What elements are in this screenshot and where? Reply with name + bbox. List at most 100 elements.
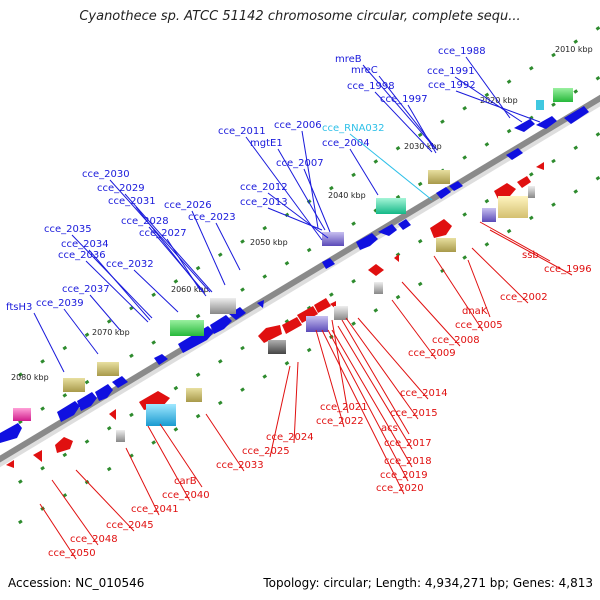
forward-gene-label[interactable]: mreB <box>335 54 362 65</box>
forward-gene-arrow[interactable] <box>112 376 128 388</box>
reverse-gene-label[interactable]: cce_2018 <box>384 456 432 467</box>
forward-gene-label[interactable]: cce_2013 <box>240 197 288 208</box>
forward-gene-label[interactable]: cce_2035 <box>44 224 92 235</box>
reverse-gene-box[interactable] <box>116 430 125 442</box>
forward-gene-arrow[interactable] <box>154 354 168 365</box>
forward-gene-label[interactable]: cce_2007 <box>276 158 324 169</box>
reverse-gene-label[interactable]: cce_2014 <box>400 388 448 399</box>
forward-gene-label[interactable]: cce_2032 <box>106 259 154 270</box>
reverse-gene-label[interactable]: cce_2024 <box>266 432 314 443</box>
forward-gene-label[interactable]: cce_2028 <box>121 216 169 227</box>
reverse-gene-label[interactable]: cce_2041 <box>131 504 179 515</box>
forward-gene-label[interactable]: cce_2023 <box>188 212 236 223</box>
forward-gene-label[interactable]: cce_1988 <box>438 46 486 57</box>
forward-gene-box[interactable] <box>376 198 406 214</box>
forward-gene-arrow[interactable] <box>564 106 589 124</box>
forward-gene-arrow[interactable] <box>506 148 523 160</box>
reverse-gene-box[interactable] <box>306 316 328 332</box>
reverse-gene-arrow[interactable] <box>517 176 531 188</box>
reverse-gene-label[interactable]: cce_2002 <box>500 292 548 303</box>
forward-gene-box[interactable] <box>13 408 31 421</box>
reverse-gene-box[interactable] <box>146 404 176 426</box>
reverse-gene-label[interactable]: cce_2033 <box>216 460 264 471</box>
reverse-gene-box[interactable] <box>374 282 383 294</box>
reverse-gene-arrow[interactable] <box>314 298 331 313</box>
reverse-gene-label[interactable]: cce_2040 <box>162 490 210 501</box>
forward-gene-box[interactable] <box>553 88 573 102</box>
forward-gene-label[interactable]: cce_2039 <box>36 298 84 309</box>
forward-gene-label[interactable]: cce_2037 <box>62 284 110 295</box>
reverse-gene-label[interactable]: cce_2022 <box>316 416 364 427</box>
reverse-gene-label[interactable]: cce_2008 <box>432 335 480 346</box>
forward-gene-box[interactable] <box>322 232 344 246</box>
reverse-gene-label[interactable]: cce_2005 <box>455 320 503 331</box>
reverse-gene-label[interactable]: dnaK <box>462 306 488 317</box>
reverse-gene-arrow[interactable] <box>394 254 399 262</box>
reverse-gene-label[interactable]: ssb <box>522 250 539 261</box>
reverse-gene-arrow[interactable] <box>536 162 544 170</box>
forward-gene-arrow[interactable] <box>77 392 97 411</box>
reverse-gene-arrow[interactable] <box>258 325 282 343</box>
reverse-gene-arrow[interactable] <box>494 183 516 199</box>
reverse-gene-label[interactable]: cce_2045 <box>106 520 154 531</box>
reverse-gene-arrow[interactable] <box>109 409 116 420</box>
forward-gene-label[interactable]: cce_2004 <box>322 138 370 149</box>
reverse-gene-label[interactable]: cce_2019 <box>380 470 428 481</box>
reverse-gene-box[interactable] <box>268 340 286 354</box>
reverse-gene-arrow[interactable] <box>33 450 42 462</box>
forward-gene-arrow[interactable] <box>210 315 232 334</box>
forward-gene-box[interactable] <box>63 378 85 392</box>
forward-gene-label[interactable]: cce_1991 <box>427 66 475 77</box>
forward-gene-label[interactable]: cce_2012 <box>240 182 288 193</box>
reverse-gene-label[interactable]: cce_2048 <box>70 534 118 545</box>
reverse-gene-label[interactable]: cce_2017 <box>384 438 432 449</box>
reverse-gene-label[interactable]: cce_2009 <box>408 348 456 359</box>
forward-gene-label[interactable]: cce_2026 <box>164 200 212 211</box>
forward-gene-box[interactable] <box>536 100 544 110</box>
reverse-gene-label[interactable]: cce_2050 <box>48 548 96 559</box>
reverse-gene-box[interactable] <box>436 238 456 252</box>
forward-gene-arrow[interactable] <box>57 401 80 422</box>
forward-gene-label[interactable]: cce_2027 <box>139 228 187 239</box>
forward-gene-arrow[interactable] <box>436 187 451 199</box>
reverse-gene-arrow[interactable] <box>297 306 318 323</box>
reverse-gene-label[interactable]: cce_2021 <box>320 402 368 413</box>
forward-gene-arrow[interactable] <box>514 119 535 132</box>
forward-gene-arrow[interactable] <box>322 258 335 269</box>
forward-gene-label[interactable]: cce_2034 <box>61 239 109 250</box>
reverse-gene-arrow[interactable] <box>368 264 384 276</box>
forward-gene-label[interactable]: cce_2029 <box>97 183 145 194</box>
forward-gene-label[interactable]: mreC <box>351 65 378 76</box>
reverse-gene-label[interactable]: cce_1996 <box>544 264 592 275</box>
forward-gene-box[interactable] <box>428 170 450 184</box>
forward-gene-arrow[interactable] <box>178 326 214 353</box>
reverse-gene-arrow[interactable] <box>282 317 302 334</box>
rna-gene-label[interactable]: cce_RNA032 <box>322 123 385 134</box>
reverse-gene-box[interactable] <box>482 208 496 222</box>
forward-gene-arrow[interactable] <box>95 384 113 401</box>
forward-gene-label[interactable]: cce_2006 <box>274 120 322 131</box>
forward-gene-label[interactable]: cce_1992 <box>428 80 476 91</box>
reverse-gene-arrow[interactable] <box>55 437 73 453</box>
forward-gene-arrow[interactable] <box>257 300 264 308</box>
reverse-gene-label[interactable]: cce_2020 <box>376 483 424 494</box>
forward-gene-arrow[interactable] <box>378 224 397 236</box>
forward-gene-label[interactable]: cce_2011 <box>218 126 266 137</box>
reverse-gene-box[interactable] <box>334 306 348 320</box>
forward-gene-box[interactable] <box>170 320 204 336</box>
forward-gene-label[interactable]: cce_2030 <box>82 169 130 180</box>
reverse-gene-arrow[interactable] <box>6 460 14 468</box>
reverse-gene-label[interactable]: carB <box>174 476 197 487</box>
forward-gene-label[interactable]: cce_1998 <box>347 81 395 92</box>
forward-gene-label[interactable]: ftsH3 <box>6 302 32 313</box>
forward-gene-box[interactable] <box>210 298 236 314</box>
forward-gene-arrow[interactable] <box>536 116 557 129</box>
reverse-gene-box[interactable] <box>498 196 528 218</box>
forward-gene-arrow[interactable] <box>398 219 411 230</box>
forward-gene-arrow[interactable] <box>449 181 463 191</box>
reverse-gene-box[interactable] <box>528 186 535 198</box>
forward-gene-arrow[interactable] <box>0 423 22 443</box>
reverse-gene-label[interactable]: cce_2015 <box>390 408 438 419</box>
forward-gene-label[interactable]: cce_2031 <box>108 196 156 207</box>
forward-gene-label[interactable]: cce_1997 <box>380 94 428 105</box>
